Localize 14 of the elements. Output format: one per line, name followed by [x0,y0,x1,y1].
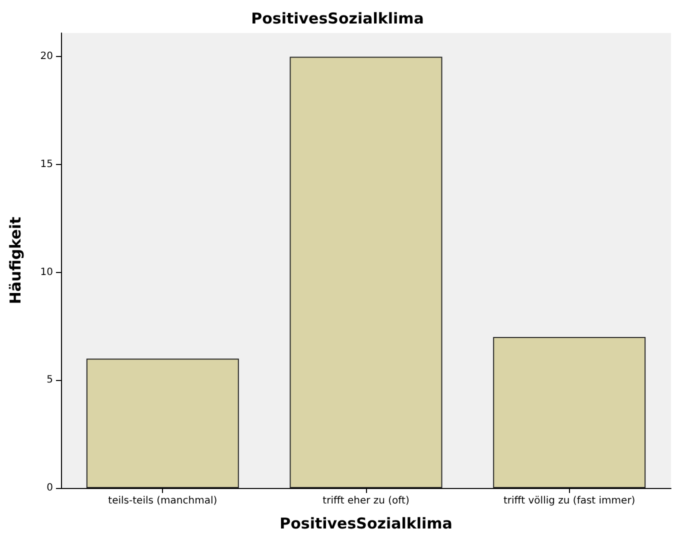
y-tick-label: 15 [40,159,53,170]
y-tick-label: 20 [40,51,53,62]
chart-title: PositivesSozialklima [251,10,424,28]
x-axis-title: PositivesSozialklima [280,514,452,532]
bar [86,358,239,488]
bar [493,337,646,488]
y-tick-label: 10 [40,266,53,278]
x-tick-label: teils-teils (manchmal) [108,496,218,506]
bar [290,56,442,488]
x-tick-label: trifft eher zu (oft) [322,496,410,506]
y-tick-label: 5 [46,374,53,386]
x-tick-label: trifft völlig zu (fast immer) [503,496,636,506]
y-tick-label: 0 [46,482,53,494]
y-axis-title: Häufigkeit [6,216,24,304]
